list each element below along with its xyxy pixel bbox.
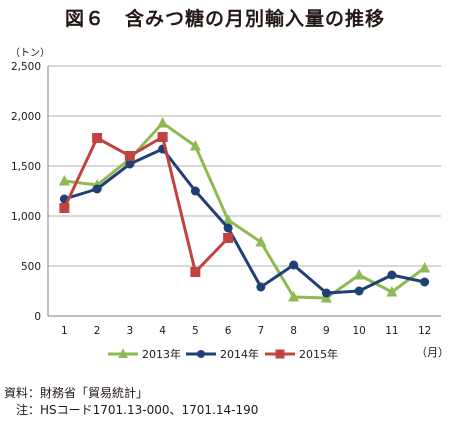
data-point	[157, 132, 168, 142]
x-tick-label: 12	[418, 325, 431, 337]
data-point	[59, 203, 70, 213]
x-tick-label: 10	[352, 325, 365, 337]
x-tick-label: 4	[159, 325, 166, 337]
data-point	[386, 286, 398, 297]
x-tick-label: 9	[323, 325, 330, 337]
data-point	[288, 291, 300, 302]
source-note: 資料：財務省「貿易統計」	[4, 386, 149, 400]
data-point	[190, 267, 201, 277]
data-point	[354, 286, 364, 296]
data-point	[58, 175, 70, 186]
y-tick-label: 1,000	[11, 211, 41, 223]
data-point	[321, 288, 331, 298]
series-line	[63, 135, 230, 274]
data-point	[223, 233, 234, 243]
legend-marker	[275, 349, 285, 359]
y-tick-label: 1,500	[11, 161, 41, 173]
y-tick-label: 2,500	[11, 61, 41, 73]
chart-title: 図６ 含みつ糖の月別輸入量の推移	[64, 8, 385, 30]
series-line	[63, 147, 425, 295]
x-tick-label: 3	[127, 325, 134, 337]
hs-code-note: 注：HSコード1701.13-000、1701.14-190	[16, 403, 259, 417]
series-line	[64, 121, 426, 300]
data-point	[223, 223, 233, 233]
x-tick-label: 11	[385, 325, 398, 337]
data-point	[157, 117, 169, 128]
y-axis-unit: （トン）	[10, 48, 50, 59]
data-point	[125, 159, 135, 169]
x-axis-unit: （月）	[416, 346, 449, 359]
data-point	[189, 140, 201, 151]
y-tick-label: 2,000	[11, 111, 41, 123]
data-point	[92, 184, 102, 194]
data-point	[256, 282, 266, 292]
data-point	[124, 151, 135, 161]
data-point	[92, 133, 103, 143]
data-point	[387, 270, 397, 280]
x-tick-label: 6	[225, 325, 232, 337]
legend-marker	[197, 350, 205, 358]
data-point	[353, 269, 365, 280]
x-tick-label: 7	[258, 325, 265, 337]
x-tick-label: 8	[290, 325, 297, 337]
data-point	[419, 262, 431, 273]
x-tick-label: 1	[61, 325, 68, 337]
x-tick-label: 2	[94, 325, 101, 337]
data-point	[420, 277, 430, 287]
data-point	[289, 260, 299, 270]
data-point	[190, 186, 200, 196]
y-tick-label: 500	[21, 261, 41, 273]
legend-label: 2014年	[220, 347, 259, 361]
data-point	[255, 236, 267, 247]
legend-marker	[118, 348, 128, 358]
x-tick-label: 5	[192, 325, 199, 337]
y-tick-label: 0	[34, 311, 41, 323]
legend-label: 2013年	[142, 347, 181, 361]
data-point	[222, 214, 234, 225]
legend-label: 2015年	[299, 347, 338, 361]
